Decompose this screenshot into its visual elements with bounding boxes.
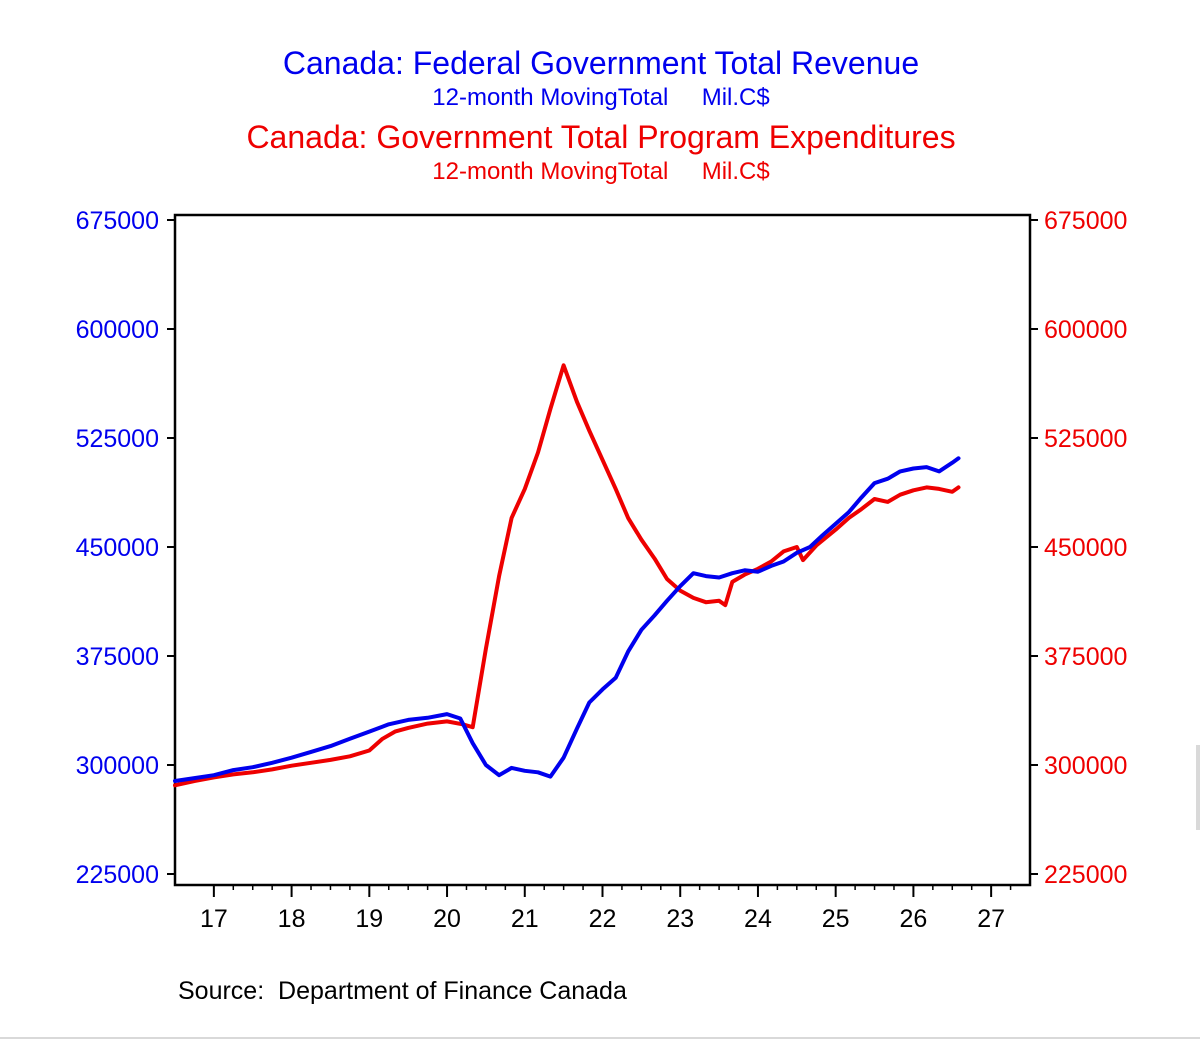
x-axis: 17 18 19 20 21 22 23 24 25 26 27 [200, 885, 1012, 933]
left-y-axis: 225000 300000 375000 450000 525000 600000 6750… [76, 207, 175, 889]
right-y-tick-label: 375000 [1044, 643, 1127, 671]
series-layer [173, 363, 961, 788]
x-tick-label: 26 [900, 905, 928, 933]
revenue-subtitle: 12-month MovingTotal Mil.C$ [432, 84, 769, 111]
left-y-tick-label: 600000 [76, 316, 159, 344]
window-bottom-border [0, 1037, 1200, 1039]
source-note: Source: Department of Finance Canada [178, 977, 627, 1005]
left-y-tick-label: 675000 [76, 207, 159, 235]
left-y-tick-label: 300000 [76, 752, 159, 780]
right-y-tick-label: 675000 [1044, 207, 1127, 235]
right-y-tick-label: 225000 [1044, 861, 1127, 889]
x-tick-label: 21 [511, 905, 539, 933]
x-tick-label: 20 [433, 905, 461, 933]
x-tick-label: 18 [278, 905, 306, 933]
left-y-tick-label: 375000 [76, 643, 159, 671]
right-y-tick-label: 450000 [1044, 534, 1127, 562]
x-tick-label: 22 [589, 905, 617, 933]
x-tick-label: 24 [744, 905, 772, 933]
right-y-axis: 225000 300000 375000 450000 525000 600000 6750… [1030, 207, 1127, 889]
x-tick-label: 25 [822, 905, 850, 933]
left-y-tick-label: 525000 [76, 425, 159, 453]
x-tick-label: 19 [355, 905, 383, 933]
left-y-tick-label: 450000 [76, 534, 159, 562]
revenue-line [173, 456, 961, 783]
expenditure-title: Canada: Government Total Program Expendi… [246, 119, 955, 155]
left-y-tick-label: 225000 [76, 861, 159, 889]
window-right-scroll-edge [1196, 745, 1200, 830]
x-tick-label: 27 [977, 905, 1005, 933]
expenditure-line [173, 363, 961, 788]
expenditure-subtitle: 12-month MovingTotal Mil.C$ [432, 158, 769, 185]
plot-frame [173, 213, 1032, 887]
x-tick-label: 17 [200, 905, 228, 933]
right-y-tick-label: 525000 [1044, 425, 1127, 453]
right-y-tick-label: 300000 [1044, 752, 1127, 780]
x-tick-label: 23 [666, 905, 694, 933]
right-y-tick-label: 600000 [1044, 316, 1127, 344]
revenue-title: Canada: Federal Government Total Revenue [283, 45, 919, 81]
